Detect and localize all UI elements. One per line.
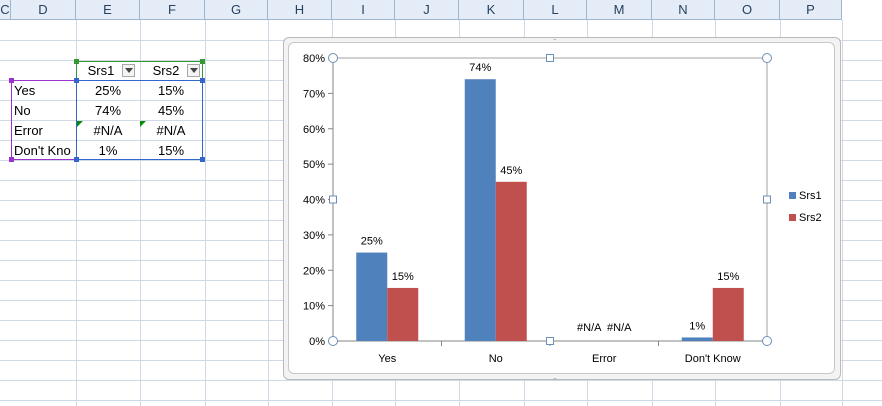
y-tick-label: 70% bbox=[303, 88, 325, 100]
bar-srs1-don-t-know bbox=[681, 337, 713, 341]
srs2-filter-dropdown[interactable] bbox=[187, 64, 200, 77]
range-resize-handle[interactable] bbox=[200, 59, 205, 64]
y-tick-label: 30% bbox=[303, 230, 325, 242]
cell-yes-srs1[interactable]: 25% bbox=[94, 83, 122, 98]
range-resize-handle[interactable] bbox=[74, 78, 79, 83]
data-label: 45% bbox=[500, 165, 522, 177]
grid-row-line bbox=[0, 400, 882, 401]
range-resize-handle[interactable] bbox=[200, 157, 205, 162]
grid-column-line bbox=[268, 20, 269, 406]
bar-srs2-yes bbox=[387, 287, 419, 341]
data-label: 15% bbox=[392, 271, 414, 283]
cell-error-srs1[interactable]: #N/A bbox=[93, 123, 123, 138]
cell-dont-know-srs1[interactable]: 1% bbox=[98, 143, 118, 158]
x-tick-label: Yes bbox=[378, 353, 396, 365]
legend-entry-srs1: Srs1 bbox=[799, 190, 822, 202]
column-header-i[interactable]: I bbox=[332, 0, 395, 20]
plot-resize-handle bbox=[763, 195, 771, 204]
row-label-error[interactable]: Error bbox=[14, 123, 43, 138]
plot-resize-handle bbox=[762, 336, 772, 346]
data-label: 25% bbox=[361, 236, 383, 248]
x-tick-label: Error bbox=[592, 353, 617, 365]
y-tick-label: 50% bbox=[303, 159, 325, 171]
cell-no-srs1[interactable]: 74% bbox=[94, 103, 122, 118]
legend-swatch-srs2 bbox=[789, 214, 796, 221]
bar-srs1-no bbox=[464, 79, 496, 341]
grid-row-line bbox=[0, 380, 882, 381]
legend-swatch-srs1 bbox=[789, 192, 796, 199]
plot-resize-handle bbox=[546, 54, 554, 62]
range-resize-handle[interactable] bbox=[74, 59, 79, 64]
x-tick-label: No bbox=[489, 353, 503, 365]
column-header-j[interactable]: J bbox=[395, 0, 459, 20]
y-tick-label: 20% bbox=[303, 265, 325, 277]
cell-dont-know-srs2[interactable]: 15% bbox=[157, 143, 185, 158]
column-header-n[interactable]: N bbox=[652, 0, 715, 20]
plot-resize-handle bbox=[546, 337, 554, 345]
cell-no-srs2[interactable]: 45% bbox=[157, 103, 185, 118]
column-header-o[interactable]: O bbox=[715, 0, 780, 20]
column-header-l[interactable]: L bbox=[524, 0, 587, 20]
bar-srs1-yes bbox=[356, 252, 388, 341]
column-header-d[interactable]: D bbox=[11, 0, 76, 20]
column-header-f[interactable]: F bbox=[140, 0, 205, 20]
x-tick-label: Don't Know bbox=[685, 353, 741, 365]
y-tick-label: 10% bbox=[303, 301, 325, 313]
error-indicator-icon[interactable] bbox=[77, 121, 83, 127]
column-header-p[interactable]: P bbox=[780, 0, 842, 20]
header-cell-srs1[interactable]: Srs1 bbox=[87, 63, 115, 78]
grid-column-line bbox=[205, 20, 206, 406]
cell-error-srs2[interactable]: #N/A bbox=[156, 123, 186, 138]
y-tick-label: 80% bbox=[303, 53, 325, 65]
bar-srs2-no bbox=[495, 181, 527, 341]
range-resize-handle[interactable] bbox=[74, 157, 79, 162]
y-tick-label: 60% bbox=[303, 124, 325, 136]
plot-resize-handle bbox=[328, 53, 338, 63]
data-label: 74% bbox=[469, 62, 491, 74]
plot-resize-handle bbox=[329, 195, 337, 204]
column-header-k[interactable]: K bbox=[459, 0, 524, 20]
row-label-no[interactable]: No bbox=[14, 103, 31, 118]
column-header-c[interactable]: C bbox=[0, 0, 11, 20]
row-label-yes[interactable]: Yes bbox=[14, 83, 36, 98]
data-label: 1% bbox=[689, 320, 705, 332]
data-label: #N/A bbox=[577, 322, 602, 334]
range-resize-handle[interactable] bbox=[200, 78, 205, 83]
series-values-range bbox=[76, 80, 203, 160]
plot-resize-handle bbox=[328, 336, 338, 346]
y-tick-label: 40% bbox=[303, 195, 325, 207]
plot-resize-handle bbox=[762, 53, 772, 63]
cell-yes-srs2[interactable]: 15% bbox=[157, 83, 185, 98]
srs1-filter-dropdown[interactable] bbox=[122, 64, 135, 77]
column-header-g[interactable]: G bbox=[205, 0, 268, 20]
chart-resize-grip-icon[interactable]: ∙∙∙∙ bbox=[553, 37, 557, 43]
grid-column-line bbox=[842, 20, 843, 406]
error-indicator-icon[interactable] bbox=[140, 121, 146, 127]
range-resize-handle[interactable] bbox=[9, 157, 14, 162]
range-resize-handle[interactable] bbox=[9, 78, 14, 83]
chart-resize-grip-icon[interactable]: ∙∙∙∙ bbox=[553, 376, 557, 382]
data-label: 15% bbox=[717, 271, 739, 283]
column-header-h[interactable]: H bbox=[268, 0, 332, 20]
row-label-dont-know[interactable]: Don't Kno bbox=[14, 143, 71, 158]
grid-column-line bbox=[140, 20, 141, 406]
column-header-m[interactable]: M bbox=[587, 0, 652, 20]
legend-entry-srs2: Srs2 bbox=[799, 212, 822, 224]
bar-srs2-don-t-know bbox=[712, 287, 744, 341]
grid-column-line bbox=[76, 20, 77, 406]
data-label: #N/A bbox=[607, 322, 632, 334]
column-header-e[interactable]: E bbox=[76, 0, 140, 20]
y-tick-label: 0% bbox=[309, 336, 325, 348]
header-cell-srs2[interactable]: Srs2 bbox=[152, 63, 180, 78]
